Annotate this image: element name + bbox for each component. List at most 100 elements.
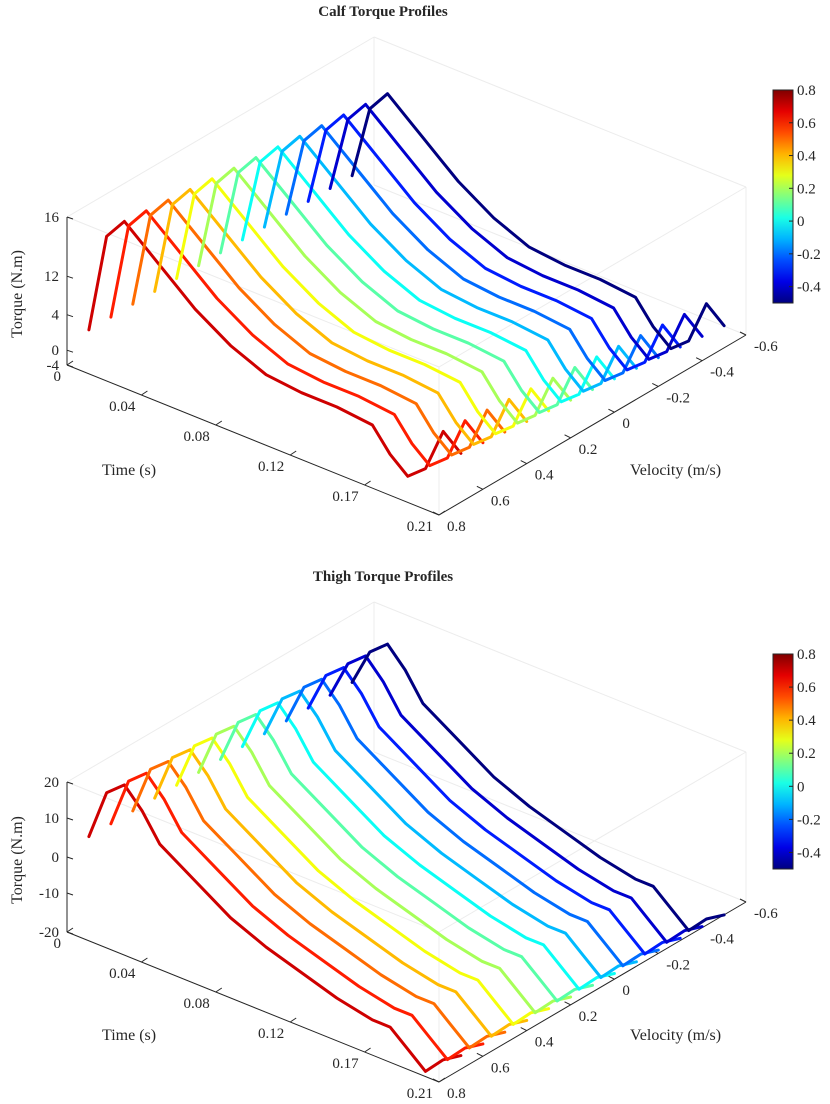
calf-torque-tick (66, 364, 74, 368)
thigh-time-tick (66, 927, 74, 933)
calf-colorbar (772, 89, 794, 304)
calf-curve-v-0.2 (284, 124, 660, 382)
thigh-velocity-tick-label: -0.4 (710, 932, 734, 948)
thigh-velocity-tick-label: 0.4 (535, 1035, 554, 1051)
thigh-time-tick-label: 0.21 (407, 1086, 433, 1099)
calf-velocity-tick (608, 408, 615, 413)
calf-time-tick (141, 390, 148, 396)
thigh-torque-tick (66, 856, 74, 860)
thigh-velocity-tick-label: 0.2 (579, 1009, 598, 1025)
calf-colorbar-tick-label: 0.6 (797, 116, 816, 132)
thigh-colorbar-tick-label: 0 (797, 779, 805, 795)
thigh-velocity-tick-label: 0.8 (447, 1086, 466, 1099)
calf-curve-v0.5 (131, 198, 507, 457)
thigh-time-tick (289, 1017, 297, 1023)
calf-curve-v-0.3 (306, 113, 682, 372)
calf-velocity-tick-label: 0.6 (491, 493, 510, 509)
thigh-torque-tick-label: -10 (39, 886, 59, 902)
calf-velocity-tick (652, 382, 659, 387)
calf-colorbar-tick-label: -0.4 (797, 280, 821, 296)
calf-curve-v-0.4 (328, 102, 704, 361)
calf-time-tick (66, 360, 74, 366)
calf-torque-axis-label: Torque (N.m) (9, 250, 26, 338)
thigh-box-edge (66, 781, 440, 933)
calf-torque-tick-label: -4 (47, 358, 60, 374)
thigh-velocity-tick-label: -0.6 (754, 906, 778, 922)
calf-curve-v0.4 (153, 188, 529, 446)
thigh-curve-v-0.1 (262, 689, 638, 979)
thigh-torque-tick-label: 0 (52, 850, 60, 866)
thigh-curve-v-0.2 (284, 677, 660, 968)
thigh-time-tick (438, 1077, 446, 1083)
thigh-axes (66, 781, 747, 1083)
calf-torque-tick (66, 216, 74, 220)
thigh-colorbar-tick-label: 0.2 (797, 746, 816, 762)
thigh-curve-v0.2 (197, 724, 573, 1015)
thigh-curve-v-0.3 (306, 666, 682, 956)
thigh-torque-tick (66, 817, 74, 821)
calf-torque-tick-label: 4 (52, 308, 60, 324)
calf-velocity-tick (520, 460, 527, 465)
calf-time-axis-label: Time (s) (102, 462, 156, 479)
thigh-box-edge (373, 601, 747, 753)
calf-time-tick-label: 0.21 (407, 519, 433, 535)
thigh-velocity-axis (438, 901, 747, 1083)
thigh-time-tick-label: 0.08 (184, 996, 210, 1012)
calf-velocity-tick-label: -0.4 (710, 365, 734, 381)
calf-time-tick-label: 0.17 (332, 489, 359, 505)
thigh-time-tick (141, 957, 148, 963)
calf-curve-v0 (240, 145, 616, 404)
thigh-torque-tick-label: -20 (39, 925, 59, 941)
calf-velocity-tick-label: 0 (622, 416, 630, 432)
calf-colorbar-tick-label: 0.4 (797, 149, 816, 165)
thigh-curve-v0.4 (153, 748, 529, 1038)
thigh-velocity-tick (432, 1078, 440, 1083)
thigh-curve-v0.5 (131, 760, 507, 1050)
calf-box-edge (66, 36, 375, 218)
calf-time-tick-label: 0.04 (109, 399, 136, 415)
thigh-velocity-tick (739, 898, 747, 903)
calf-colorbar-tick-label: 0.2 (797, 181, 816, 197)
calf-box-edge (373, 184, 747, 336)
calf-axes (66, 216, 747, 516)
thigh-time-tick-label: 0.17 (332, 1056, 359, 1072)
thigh-velocity-tick-label: 0.6 (491, 1060, 510, 1076)
thigh-colorbar-tick-label: -0.2 (797, 812, 821, 828)
calf-velocity-tick-label: 0.4 (535, 468, 554, 484)
calf-curve-v0.7 (87, 219, 463, 478)
calf-torque-chart: Calf Torque Profiles 0 0.04 0.08 0.12 0.17 0.2… (0, 0, 830, 540)
thigh-curve-v0.1 (219, 713, 594, 1003)
thigh-torque-tick (66, 931, 74, 935)
calf-curve-v0.2 (197, 166, 573, 425)
thigh-torque-tick (66, 892, 74, 896)
calf-velocity-tick-label: 0.8 (447, 519, 466, 535)
calf-chart-svg: Calf Torque Profiles 0 0.04 0.08 0.12 0.17 0.2… (9, 4, 821, 535)
thigh-curve-v-0.4 (328, 654, 704, 944)
calf-box-edge (373, 36, 747, 188)
thigh-torque-tick-label: 10 (44, 811, 59, 827)
calf-velocity-tick-label: -0.6 (754, 339, 778, 355)
calf-torque-tick (66, 349, 74, 353)
calf-colorbar-tick-label: -0.2 (797, 247, 821, 263)
thigh-curve-v0.6 (109, 771, 485, 1062)
calf-colorbar-tick-label: 0 (797, 214, 805, 230)
calf-curve-v-0.1 (262, 134, 638, 393)
thigh-chart-title: Thigh Torque Profiles (313, 569, 453, 585)
thigh-time-axis (66, 931, 440, 1083)
calf-velocity-axis-label: Velocity (m/s) (630, 462, 721, 479)
thigh-colorbar-tick-label: 0.6 (797, 680, 816, 696)
calf-chart-title: Calf Torque Profiles (318, 4, 448, 20)
calf-velocity-tick (476, 485, 484, 490)
calf-torque-tick-label: 16 (44, 210, 60, 226)
calf-curve-v0.6 (109, 209, 485, 468)
thigh-velocity-tick-label: -0.2 (666, 957, 690, 973)
thigh-velocity-tick-label: 0 (622, 983, 630, 999)
calf-time-tick (215, 420, 223, 426)
thigh-curve-v-0.5 (350, 642, 726, 933)
thigh-time-tick (364, 1047, 371, 1053)
thigh-colorbar (772, 653, 794, 870)
calf-velocity-tick (739, 331, 747, 336)
thigh-time-tick-label: 0.04 (109, 966, 136, 982)
calf-torque-tick-label: 12 (44, 269, 59, 285)
thigh-curve-v0 (240, 701, 616, 991)
